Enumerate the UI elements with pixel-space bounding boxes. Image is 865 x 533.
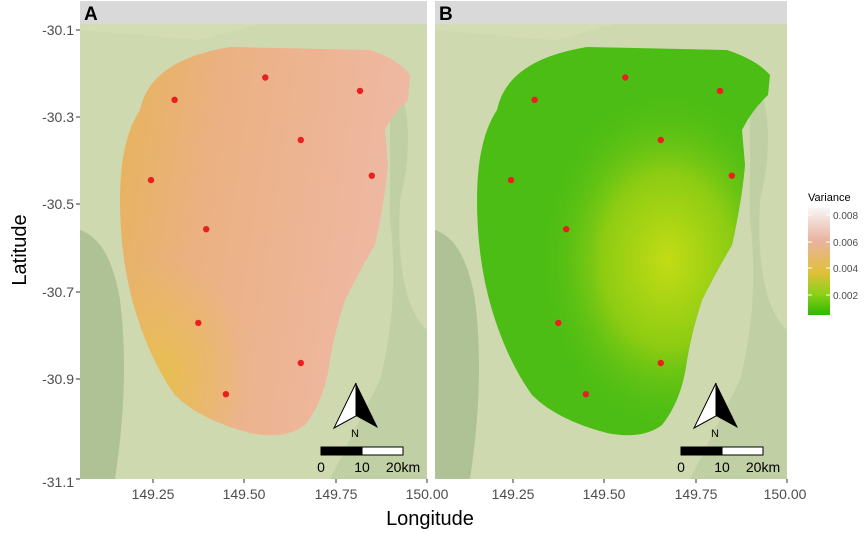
panel-b-scale-label-0: 0 [677, 459, 685, 475]
panel-b-variance-high-region [477, 47, 770, 436]
panel-a-sample-point [368, 172, 375, 179]
legend-label: 0.004 [833, 264, 858, 275]
panel-b-basemap-forest [435, 230, 479, 479]
panel-a-strip [80, 1, 427, 24]
x-tick-label: 149.25 [492, 486, 535, 502]
panel-b-north-arrow: N [692, 382, 738, 440]
x-tick-label: 149.50 [223, 486, 266, 502]
panel-a-north-label: N [351, 428, 359, 440]
panel-a-scale-label-20km: 20km [386, 459, 420, 475]
panel-b-basemap-field [435, 24, 615, 40]
x-tick-label: 150.00 [406, 486, 449, 502]
panel-b-sample-point [563, 226, 570, 233]
legend: Variance 0.008 0.006 0.004 0.002 [808, 192, 858, 315]
x-tick-label: 149.50 [583, 486, 626, 502]
legend-label: 0.002 [833, 291, 858, 302]
panel-a-basemap-forest [80, 230, 124, 479]
panel-a-sample-point [222, 391, 230, 398]
y-tick-label: -31.1 [42, 474, 74, 490]
panel-b: B N 0 10 20km [435, 1, 787, 479]
y-tick-label: -30.7 [42, 284, 74, 300]
panel-a: A N 0 10 20km [80, 1, 427, 479]
panel-b-scale-label-10: 10 [714, 459, 730, 475]
x-tick-label: 149.25 [132, 486, 175, 502]
panel-b-north-label: N [711, 428, 719, 440]
panel-b-points [507, 74, 735, 398]
y-axis-title: Latitude [9, 214, 31, 285]
panel-a-scale-bar: 0 10 20km [317, 446, 420, 475]
panel-b-sample-point [555, 319, 562, 327]
y-tick-label: -30.5 [42, 196, 74, 212]
y-tick-label: -30.3 [42, 109, 74, 125]
x-tick-label: 150.00 [764, 486, 807, 502]
panel-b-sample-point [657, 359, 664, 367]
panel-b-basemap-hills [690, 60, 787, 479]
panel-b-sample-point [622, 74, 629, 81]
panel-a-sample-point [297, 359, 304, 367]
panel-b-sample-point [657, 136, 664, 144]
panel-a-sample-point [195, 319, 202, 327]
panel-a-variance-low-region [120, 47, 410, 436]
panel-a-sample-point [171, 96, 178, 104]
panel-a-basemap-field [80, 24, 260, 40]
panel-a-sample-point [356, 87, 364, 95]
panel-b-scale-bar: 0 10 20km [677, 446, 780, 475]
panel-b-scale-label-20km: 20km [746, 459, 780, 475]
legend-label: 0.008 [833, 211, 858, 222]
legend-title: Variance [808, 192, 851, 204]
panel-b-letter: B [439, 4, 453, 25]
panel-b-sample-point [507, 176, 515, 184]
panel-a-sample-point [262, 74, 269, 81]
y-tick-label: -30.1 [42, 22, 74, 38]
panel-a-letter: A [84, 4, 98, 25]
panel-a-points [147, 74, 375, 398]
panel-a-sample-point [147, 176, 155, 184]
panel-a-scale-label-10: 10 [354, 459, 370, 475]
y-axis: -30.1 -30.3 -30.5 -30.7 -30.9 -31.1 Lati… [9, 22, 80, 490]
x-axis-panel-a: 149.25 149.50 149.75 150.00 [132, 479, 449, 502]
panel-b-sample-point [582, 391, 590, 398]
panel-a-sample-point [297, 136, 304, 144]
x-tick-label: 149.75 [315, 486, 358, 502]
x-axis-title: Longitude [386, 508, 474, 530]
panel-a-scale-label-0: 0 [317, 459, 325, 475]
panel-a-sample-point [203, 226, 210, 233]
x-tick-label: 149.75 [675, 486, 718, 502]
legend-colorbar [808, 208, 830, 315]
panel-b-sample-point [728, 172, 735, 179]
x-axis-panel-b: 149.25 149.50 149.75 150.00 [492, 479, 807, 502]
panel-b-sample-point [716, 87, 724, 95]
panel-a-north-arrow: N [332, 382, 378, 440]
panel-a-basemap-hills [330, 60, 427, 479]
legend-label: 0.006 [833, 238, 858, 249]
panel-b-sample-point [531, 96, 538, 104]
panel-b-strip [435, 1, 787, 24]
y-tick-label: -30.9 [42, 371, 74, 387]
